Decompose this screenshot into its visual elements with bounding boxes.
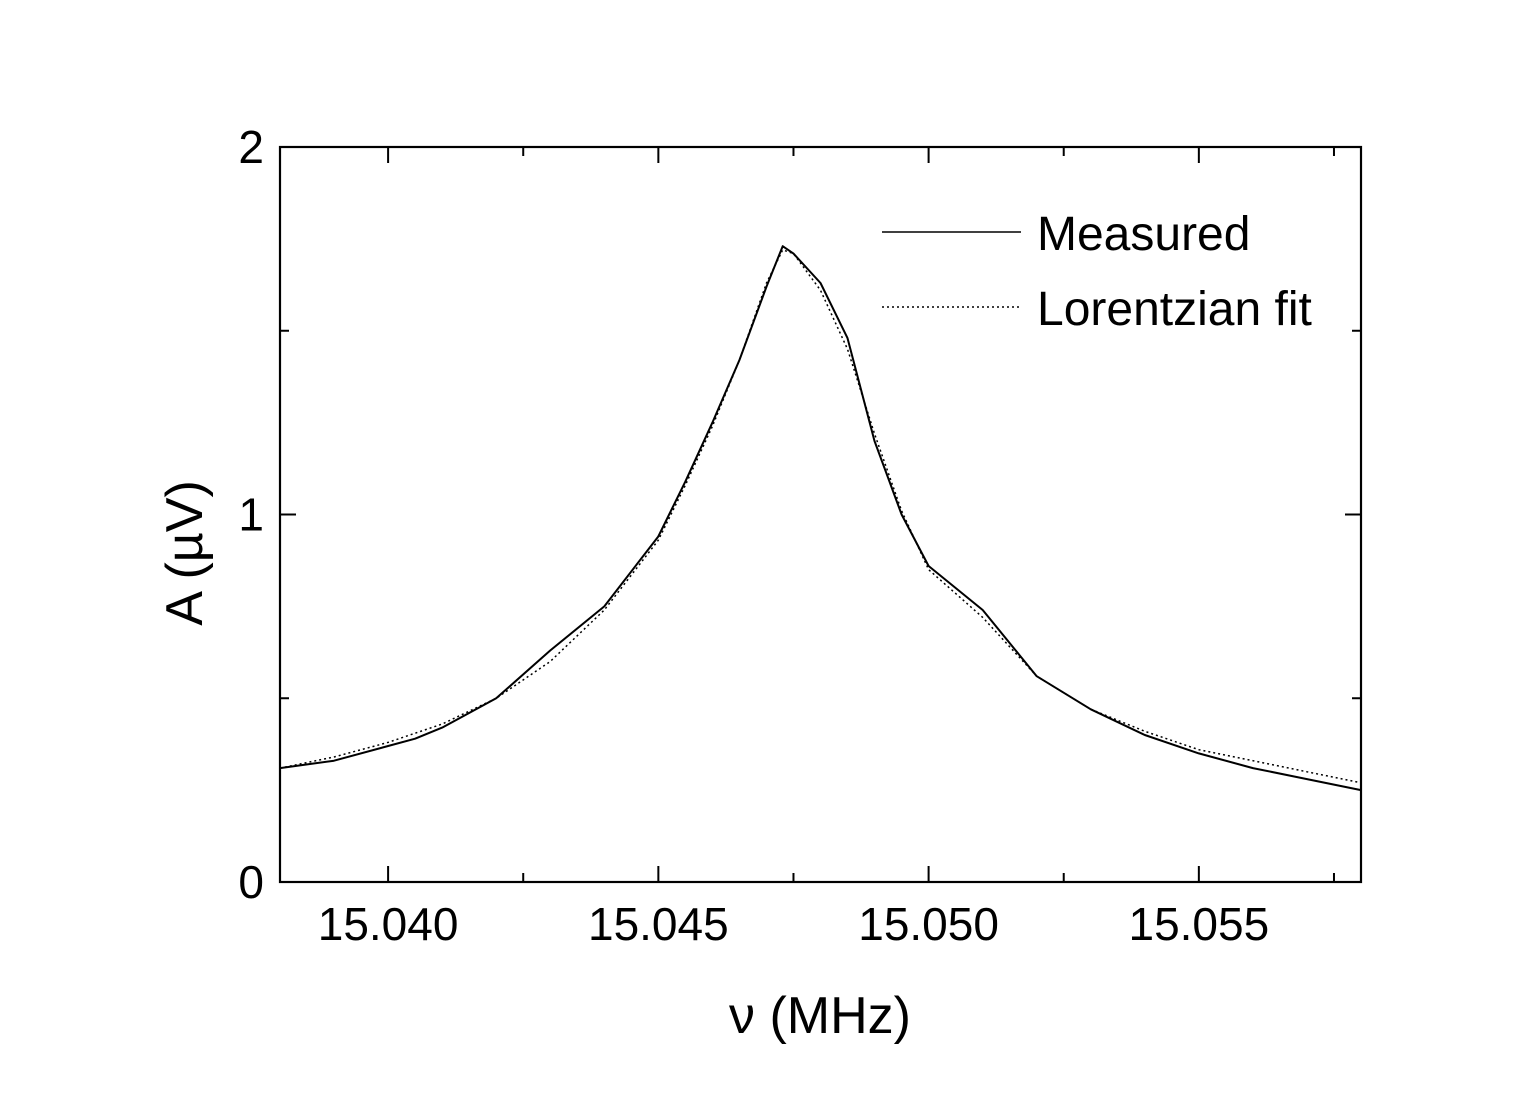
x-tick-label: 15.050 [858, 898, 999, 950]
x-tick-label: 15.045 [588, 898, 729, 950]
plot-area [279, 245, 1362, 792]
plot-frame [278, 145, 1363, 884]
y-tick-label: 1 [238, 489, 264, 541]
legend-label-measured: Measured [1037, 208, 1250, 261]
x-tick-label: 15.055 [1128, 898, 1269, 950]
x-axis-ticks: 15.040 15.045 15.050 15.055 [318, 147, 1335, 950]
y-axis-title: A (µV) [156, 480, 214, 626]
legend: Measured Lorentzian fit [882, 208, 1312, 336]
x-tick-label: 15.040 [318, 898, 459, 950]
x-axis-title: ν (MHz) [729, 987, 911, 1045]
y-tick-label: 2 [238, 121, 264, 173]
legend-label-lorentzian-fit: Lorentzian fit [1037, 283, 1312, 336]
y-tick-label: 0 [238, 856, 264, 908]
series-line-measured [279, 245, 1362, 792]
